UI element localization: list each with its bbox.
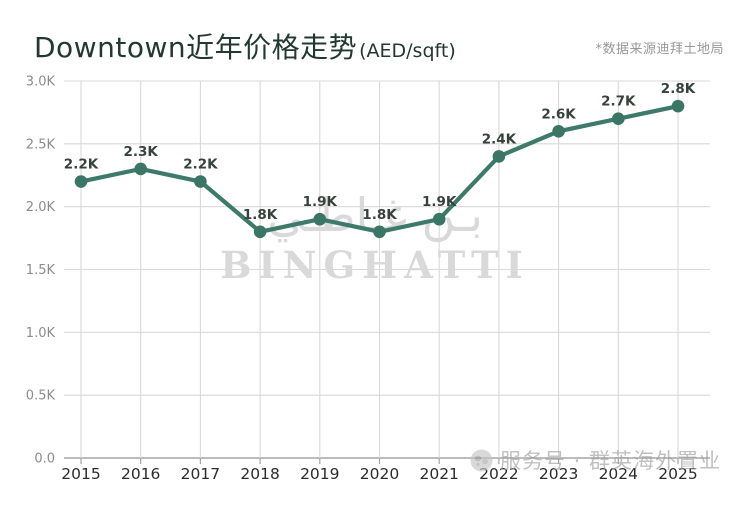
data-point-2018 [253, 225, 267, 239]
chart-title: Downtown近年价格走势 [34, 31, 358, 64]
data-point-2015 [74, 175, 88, 188]
data-label-2022: 2.4K [482, 131, 517, 147]
x-tick-label: 2017 [181, 465, 220, 483]
binghatti-latin-watermark: BINGHATTI [220, 243, 530, 288]
data-point-2021 [432, 212, 446, 226]
data-label-2016: 2.3K [124, 144, 159, 160]
data-point-2019 [313, 212, 327, 226]
y-tick-label: 1.5K [26, 263, 56, 278]
x-tick-label: 2021 [419, 465, 458, 483]
data-label-2018: 1.8K [243, 207, 278, 223]
data-point-2017 [194, 175, 207, 188]
x-tick-label: 2018 [240, 465, 279, 483]
y-tick-label: 0.5K [26, 389, 56, 404]
y-tick-label: 1.0K [26, 326, 56, 341]
brand-watermark: بـن غـاطـي BINGHATTI [165, 188, 585, 284]
x-tick-label: 2023 [539, 465, 578, 483]
data-label-2023: 2.6K [541, 106, 576, 122]
data-point-2022 [492, 150, 506, 163]
y-tick-label: 2.0K [26, 200, 56, 215]
data-label-2017: 2.2K [183, 157, 218, 173]
data-label-2024: 2.7K [601, 94, 636, 110]
data-point-2016 [134, 162, 147, 176]
y-tick-label: 0.0 [34, 452, 55, 467]
data-label-2021: 1.9K [422, 194, 457, 210]
data-label-2015: 2.2K [64, 157, 99, 173]
data-source-note: *数据来源迪拜土地局 [595, 42, 724, 57]
page-title: Downtown近年价格走势 (AED/sqft) [34, 26, 456, 66]
data-point-2023 [552, 124, 565, 138]
data-label-2025: 2.8K [661, 81, 696, 97]
x-tick-label: 2016 [121, 465, 160, 483]
y-tick-label: 3.0K [26, 75, 56, 90]
x-tick-label: 2020 [360, 465, 399, 483]
y-tick-label: 2.5K [26, 137, 56, 152]
x-tick-label: 2024 [599, 465, 638, 483]
data-point-2024 [612, 112, 625, 125]
x-tick-label: 2015 [61, 465, 100, 483]
data-label-2019: 1.9K [303, 194, 338, 210]
x-tick-label: 2019 [300, 465, 339, 483]
x-tick-label: 2025 [658, 465, 697, 483]
chart-title-unit: (AED/sqft) [359, 40, 456, 62]
data-point-2025 [671, 99, 685, 113]
data-label-2020: 1.8K [362, 207, 397, 223]
data-point-2020 [373, 225, 386, 239]
